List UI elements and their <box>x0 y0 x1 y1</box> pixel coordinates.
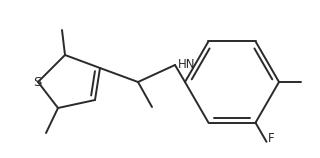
Text: S: S <box>33 76 41 89</box>
Text: F: F <box>268 132 274 145</box>
Text: HN: HN <box>178 58 196 70</box>
